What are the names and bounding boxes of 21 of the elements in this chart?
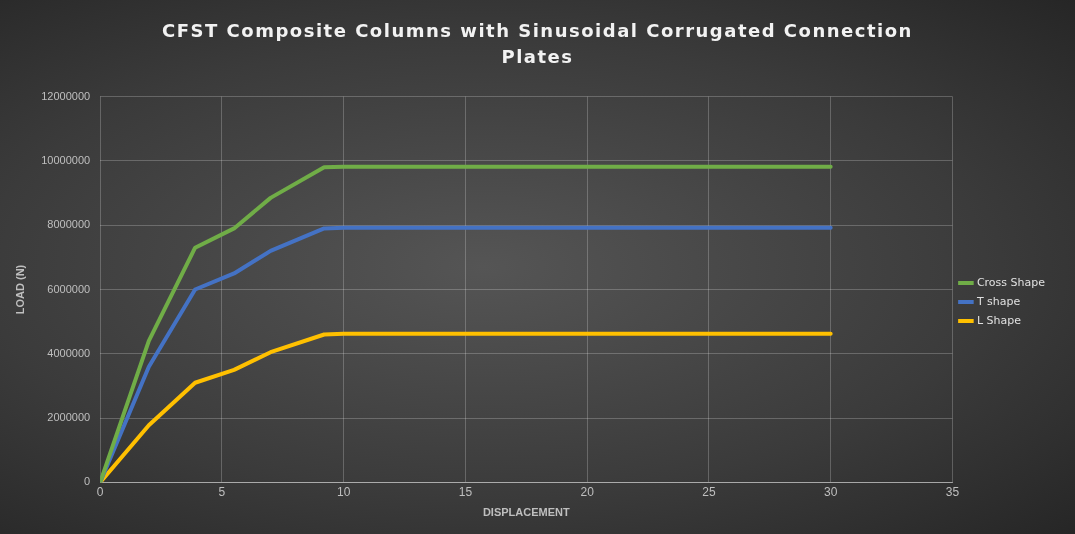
legend-label: Cross Shape	[976, 275, 1046, 289]
chart-title: CFST Composite Columns with Sinusoidal Corrugated Connection Plates	[161, 19, 914, 69]
y-tick-label: 6000000	[47, 282, 91, 295]
y-tick-label: 8000000	[47, 218, 91, 231]
x-tick-label: 25	[702, 484, 716, 499]
y-tick-label: 0	[84, 475, 91, 488]
x-tick-label: 0	[96, 484, 104, 499]
legend-label: L Shape	[976, 313, 1022, 327]
y-tick-label: 2000000	[47, 411, 91, 424]
x-tick-label: 15	[458, 484, 473, 499]
x-tick-label: 30	[823, 484, 838, 499]
y-tick-label: 4000000	[47, 346, 91, 359]
y-tick-label: 12000000	[41, 89, 91, 102]
y-axis-title: LOAD (N)	[13, 264, 26, 315]
x-axis-title: DISPLACEMENT	[482, 506, 570, 519]
x-tick-label: 5	[218, 484, 226, 499]
y-tick-label: 10000000	[41, 153, 91, 166]
x-tick-label: 10	[336, 484, 351, 499]
legend-label: T shape	[975, 294, 1021, 308]
x-tick-label: 20	[580, 484, 595, 499]
x-tick-label: 35	[945, 484, 960, 499]
